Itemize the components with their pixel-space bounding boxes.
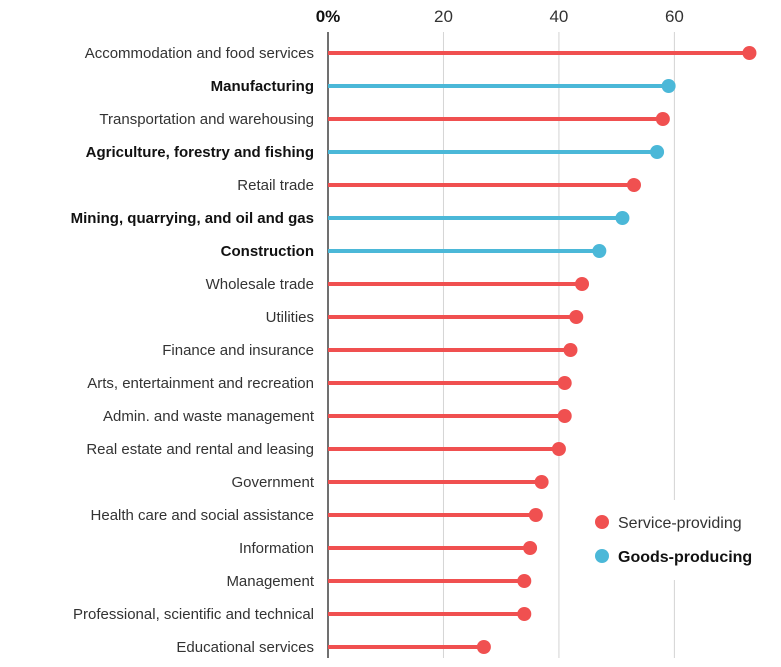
lollipop-dot [662, 79, 676, 93]
lollipop-dot [563, 343, 577, 357]
lollipop-dot [656, 112, 670, 126]
category-label: Professional, scientific and technical [73, 606, 314, 623]
legend-entry: Goods-producing [618, 549, 752, 566]
category-label: Accommodation and food services [85, 45, 314, 62]
category-label: Agriculture, forestry and fishing [86, 144, 314, 161]
lollipop-dot [552, 442, 566, 456]
lollipop-dot [558, 376, 572, 390]
lollipop-dot [535, 475, 549, 489]
category-label: Transportation and warehousing [99, 111, 314, 128]
legend-swatch [595, 515, 609, 529]
lollipop-dot [558, 409, 572, 423]
lollipop-dot [742, 46, 756, 60]
lollipop-dot [592, 244, 606, 258]
category-label: Utilities [266, 309, 314, 326]
legend-entry: Service-providing [618, 515, 742, 532]
x-tick-label: 60 [665, 7, 684, 26]
category-label: Educational services [176, 639, 314, 656]
lollipop-dot [517, 574, 531, 588]
legend-swatch [595, 549, 609, 563]
lollipop-dot [627, 178, 641, 192]
category-label: Construction [221, 243, 314, 260]
lollipop-dot [569, 310, 583, 324]
category-label: Government [231, 474, 314, 491]
category-label: Manufacturing [211, 78, 314, 95]
category-label: Health care and social assistance [91, 507, 314, 524]
category-label: Arts, entertainment and recreation [87, 375, 314, 392]
lollipop-dot [477, 640, 491, 654]
lollipop-dot [615, 211, 629, 225]
category-label: Management [226, 573, 314, 590]
category-label: Real estate and rental and leasing [86, 441, 314, 458]
category-label: Retail trade [237, 177, 314, 194]
lollipop-dot [529, 508, 543, 522]
category-label: Mining, quarrying, and oil and gas [71, 210, 314, 227]
category-label: Wholesale trade [206, 276, 314, 293]
x-tick-label: 0% [316, 7, 341, 26]
category-label: Finance and insurance [162, 342, 314, 359]
legend-background [588, 500, 774, 580]
lollipop-dot [575, 277, 589, 291]
x-tick-label: 20 [434, 7, 453, 26]
lollipop-dot [517, 607, 531, 621]
lollipop-dot [650, 145, 664, 159]
x-axis-ticks: 0% 20 40 60 [316, 7, 684, 26]
lollipop-dot [523, 541, 537, 555]
category-label: Admin. and waste management [103, 408, 315, 425]
x-tick-label: 40 [549, 7, 568, 26]
category-label: Information [239, 540, 314, 557]
